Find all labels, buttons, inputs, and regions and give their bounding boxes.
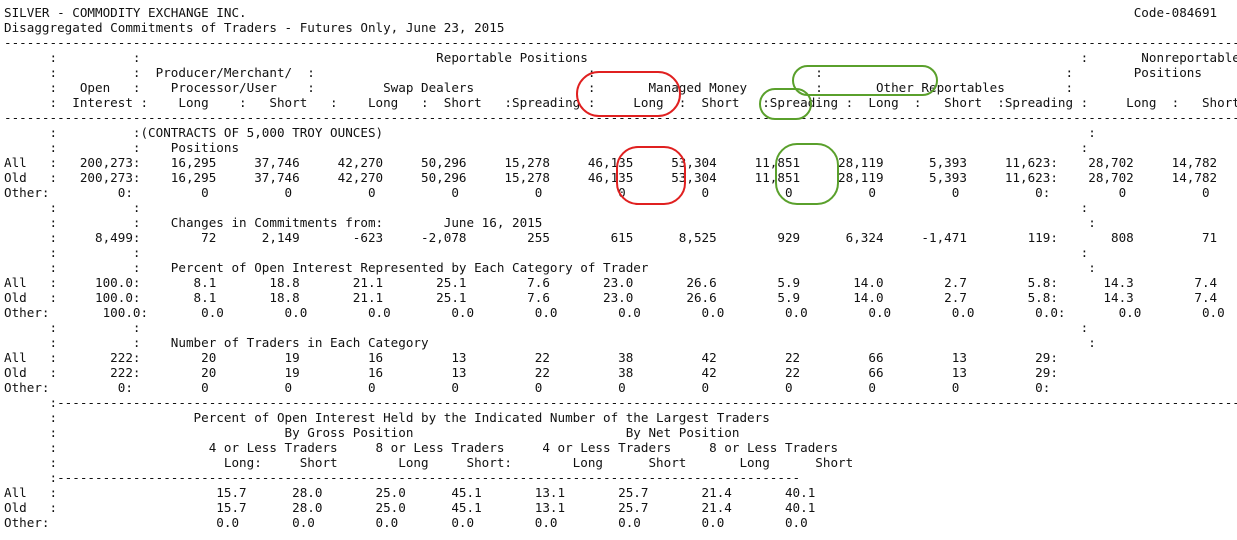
report-line: Old : 100.0: 8.1 18.8 21.1 25.1 7.6 23.0…: [4, 290, 1218, 305]
report-line: : : :: [4, 320, 1089, 335]
report-line: Disaggregated Commitments of Traders - F…: [4, 20, 505, 35]
report-line: Other: 0: 0 0 0 0 0 0 0 0 0 0 0: 0 0: [4, 185, 1210, 200]
report-line: All : 222: 20 19 16 13 22 38 42 22 66 13…: [4, 350, 1058, 365]
report-line: :---------------------------------------…: [4, 470, 801, 485]
report-line: Other: 0: 0 0 0 0 0 0 0 0 0 0 0:: [4, 380, 1051, 395]
report-line: : Long: Short Long Short: Long Short Lon…: [4, 455, 854, 470]
report-line: : 4 or Less Traders 8 or Less Traders 4 …: [4, 440, 839, 455]
report-line: Old : 200,273: 16,295 37,746 42,270 50,2…: [4, 170, 1218, 185]
report-line: ----------------------------------------…: [4, 110, 1237, 125]
report-line: : : Percent of Open Interest Represented…: [4, 260, 1096, 275]
report-line: Old : 222: 20 19 16 13 22 38 42 22 66 13…: [4, 365, 1058, 380]
report-line: : 8,499: 72 2,149 -623 -2,078 255 615 8,…: [4, 230, 1218, 245]
report-line: : : :: [4, 200, 1089, 215]
report-line: : :(CONTRACTS OF 5,000 TROY OUNCES) :: [4, 125, 1096, 140]
report-line: SILVER - COMMODITY EXCHANGE INC. Code-08…: [4, 5, 1218, 20]
report-line: All : 15.7 28.0 25.0 45.1 13.1 25.7 21.4…: [4, 485, 816, 500]
report-line: : : Positions :: [4, 140, 1089, 155]
report-line: : By Gross Position By Net Position: [4, 425, 740, 440]
report-line: All : 100.0: 8.1 18.8 21.1 25.1 7.6 23.0…: [4, 275, 1218, 290]
report-line: : : :: [4, 245, 1089, 260]
report-line: :---------------------------------------…: [4, 395, 1237, 410]
report-line: : Percent of Open Interest Held by the I…: [4, 410, 770, 425]
report-line: ----------------------------------------…: [4, 35, 1237, 50]
report-line: : Open : Processor/User : Swap Dealers :…: [4, 80, 1074, 95]
report-line: : : Reportable Positions : Nonreportable: [4, 50, 1237, 65]
report-line: : : Producer/Merchant/ : : : : Positions: [4, 65, 1202, 80]
report-line: : Interest : Long : Short : Long : Short…: [4, 95, 1237, 110]
report-line: Other: 0.0 0.0 0.0 0.0 0.0 0.0 0.0 0.0: [4, 515, 808, 530]
report-line: : : Number of Traders in Each Category :: [4, 335, 1096, 350]
report-line: Other: 100.0: 0.0 0.0 0.0 0.0 0.0 0.0 0.…: [4, 305, 1225, 320]
report-line: Old : 15.7 28.0 25.0 45.1 13.1 25.7 21.4…: [4, 500, 816, 515]
cot-report-text: SILVER - COMMODITY EXCHANGE INC. Code-08…: [4, 5, 1237, 530]
report-line: All : 200,273: 16,295 37,746 42,270 50,2…: [4, 155, 1218, 170]
report-line: : : Changes in Commitments from: June 16…: [4, 215, 1096, 230]
